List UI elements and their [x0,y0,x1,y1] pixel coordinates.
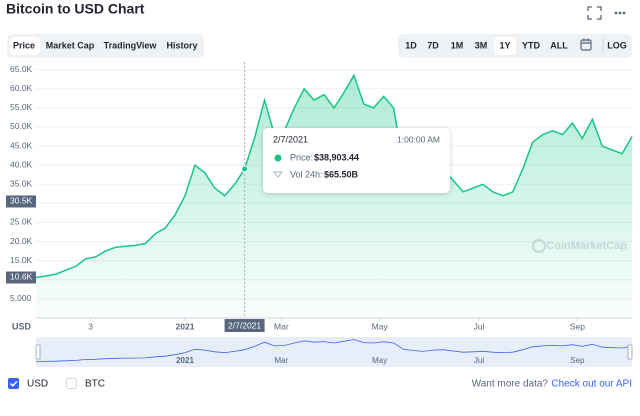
price-marker-label: 10.6K [10,272,33,282]
range[interactable]: 7D [427,40,439,50]
y-tick-label: 5,000 [10,293,32,303]
navigator-bg [36,337,632,367]
range[interactable]: LOG [607,40,627,50]
x-tick-label: 3 [88,321,93,331]
tab[interactable]: Price [13,40,35,50]
range[interactable]: ALL [550,40,568,50]
calendar-icon[interactable] [580,38,592,51]
y-tick-label: 50.0K [10,121,33,131]
axis-label: USD [12,321,32,331]
y-tick-label: 60.0K [10,83,33,93]
more-data-text: Want more data? [472,379,549,390]
y-tick-label: 45.0K [10,140,33,150]
btc-checkbox[interactable] [66,378,77,389]
tooltip-time: 1:00:00 AM [397,134,440,144]
price-marker [6,195,36,208]
navigator-label: May [372,356,387,365]
hover-date: 2/7/2021 [228,320,261,330]
price-marker [6,271,36,284]
x-tick-label: Mar [274,321,289,331]
navigator [35,337,633,367]
navigator-label: 2021 [176,356,194,365]
x-tick-label: May [372,321,389,331]
y-tick-label: 65.0K [10,64,33,74]
navigator-handle[interactable] [35,344,41,360]
y-tick-label: 20.0K [10,236,33,246]
x-tick-label: Jul [474,321,485,331]
hover-date-box [224,319,265,332]
price-marker-label: 30.5K [10,196,33,206]
tooltip [263,128,450,193]
y-tick-label: 35.0K [10,179,33,189]
navigator-label: Sep [570,356,585,365]
tooltip-price: $38,903.44 [314,152,359,162]
tooltip-date: 2/7/2021 [273,134,308,144]
title: Bitcoin to USD Chart [6,1,145,17]
usd-checkbox[interactable] [8,378,19,389]
price-line [35,73,633,279]
tooltip-price-label: Price: [290,152,313,162]
tooltip-vol-icon [272,171,284,178]
hover-dot [241,165,249,173]
range[interactable]: 1Y [499,40,510,50]
tab[interactable]: TradingView [104,40,158,50]
price-area [36,75,632,319]
range[interactable]: 3M [475,40,488,50]
tab-bar [7,34,204,58]
tooltip-volume: $65.50B [324,169,359,179]
y-tick-label: 15.0K [10,255,33,265]
x-tick-label: 2021 [176,321,195,331]
y-tick-label: 25.0K [10,217,33,227]
navigator-label: Mar [274,356,288,365]
tab[interactable]: Market Cap [46,40,95,50]
range-selected [494,37,516,55]
currency-label: BTC [85,379,105,390]
tab[interactable]: History [166,40,197,50]
api-link[interactable]: Check out our API [551,379,632,390]
range[interactable]: YTD [522,40,541,50]
range[interactable]: 1M [451,40,464,50]
range[interactable]: 1D [405,40,417,50]
currency-label: USD [27,379,48,390]
x-tick-label: Sep [570,321,585,331]
y-tick-label: 40.0K [10,159,33,169]
check [9,380,18,387]
navigator-label: Jul [474,356,484,365]
tab-selected [10,37,40,55]
more-icon[interactable] [614,11,626,15]
tooltip-dot [274,154,282,162]
expand-icon[interactable] [587,6,602,20]
navigator-handle[interactable] [627,344,633,360]
y-tick-label: 55.0K [10,102,33,112]
tooltip-volume-label: Vol 24h: [290,169,323,179]
navigator-line [35,339,633,362]
